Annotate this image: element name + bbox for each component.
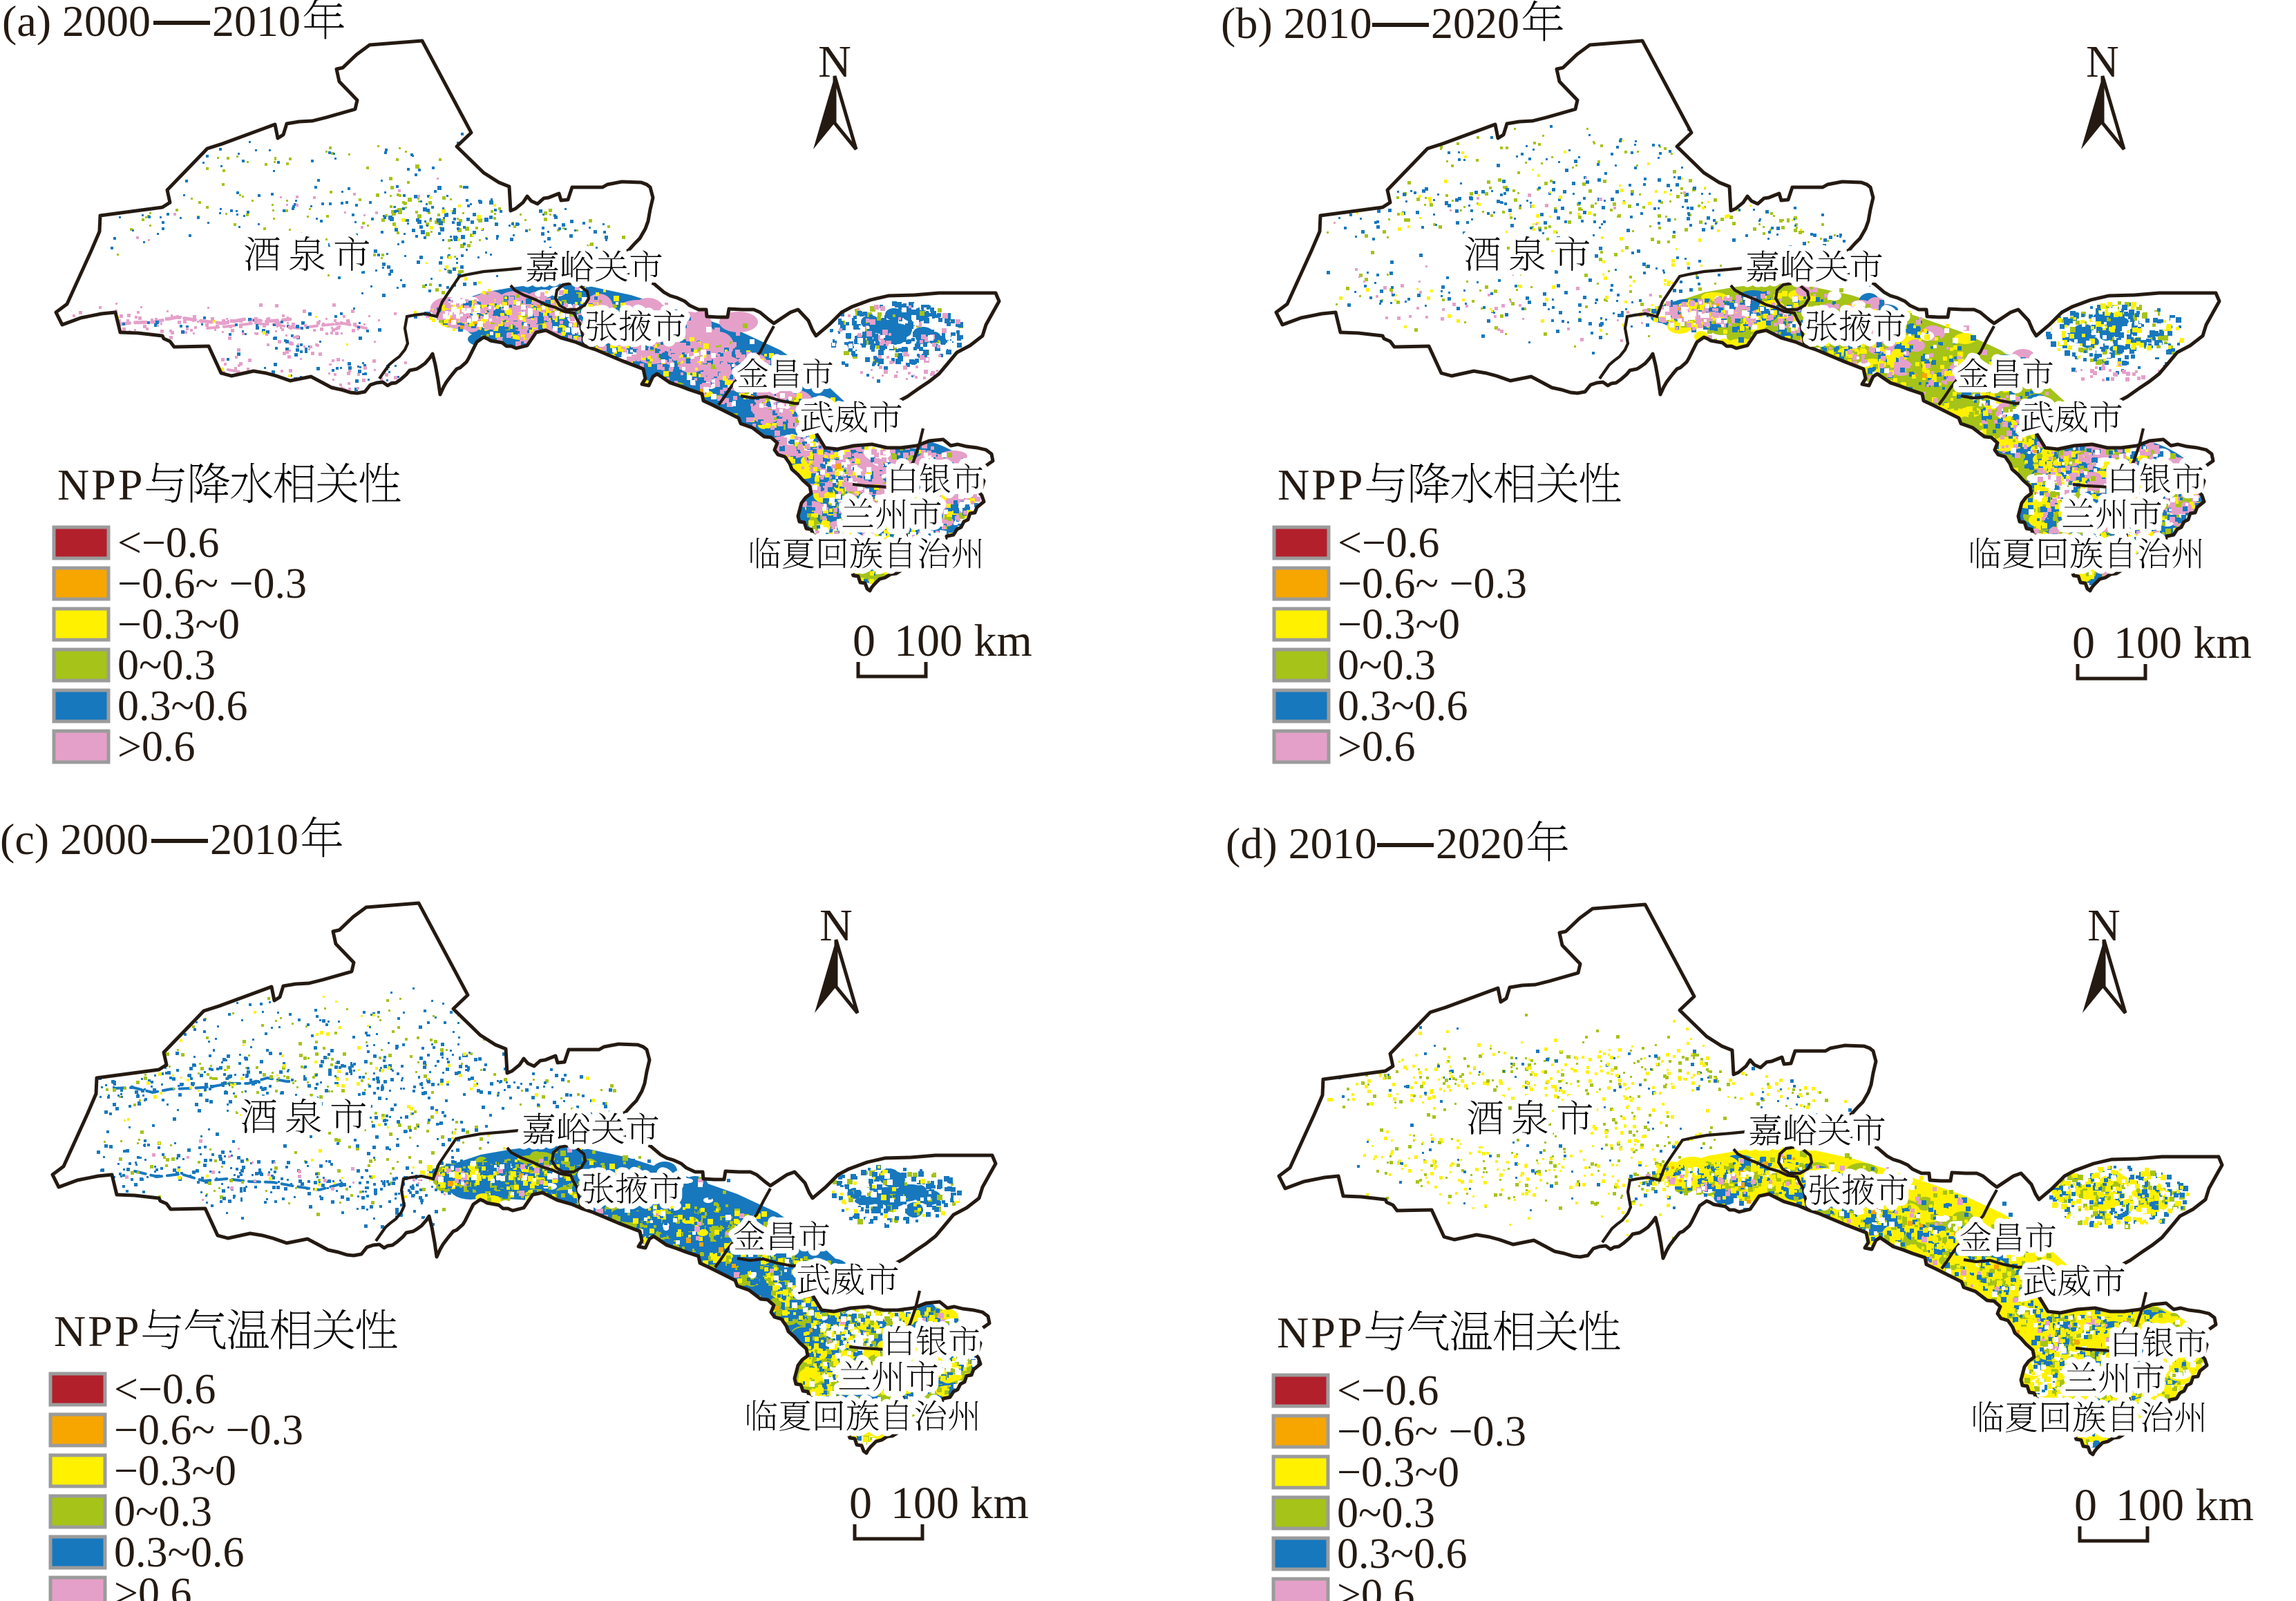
svg-text:NPP: NPP	[1277, 1308, 1364, 1357]
svg-text:−0.6~ −0.3: −0.6~ −0.3	[1338, 560, 1527, 607]
svg-text:0~0.3: 0~0.3	[1338, 642, 1436, 689]
svg-text:(b) 2010: (b) 2010	[1221, 0, 1372, 48]
svg-text:0~0.3: 0~0.3	[117, 642, 216, 689]
svg-text:>0.6: >0.6	[114, 1570, 191, 1601]
svg-text:100 km: 100 km	[894, 616, 1032, 666]
svg-text:NPP: NPP	[1278, 460, 1365, 509]
svg-text:2020: 2020	[1436, 819, 1524, 868]
svg-text:0: 0	[849, 1478, 872, 1528]
svg-text:−0.3~0: −0.3~0	[117, 601, 240, 648]
svg-text:2010: 2010	[210, 815, 298, 864]
svg-text:0~0.3: 0~0.3	[114, 1488, 212, 1535]
svg-text:NPP: NPP	[57, 460, 144, 509]
svg-text:−0.3~0: −0.3~0	[1337, 1449, 1459, 1496]
svg-text:100 km: 100 km	[2116, 1480, 2254, 1531]
svg-text:2010: 2010	[212, 0, 301, 46]
svg-text:(c) 2000: (c) 2000	[0, 815, 149, 864]
svg-text:(a) 2000: (a) 2000	[2, 0, 151, 46]
svg-text:>0.6: >0.6	[1338, 723, 1415, 770]
svg-text:<−0.6: <−0.6	[1337, 1367, 1439, 1414]
svg-text:<−0.6: <−0.6	[117, 520, 219, 567]
svg-text:(d) 2010: (d) 2010	[1226, 819, 1377, 868]
svg-text:0.3~0.6: 0.3~0.6	[117, 683, 248, 730]
svg-text:0: 0	[853, 616, 875, 666]
svg-text:0: 0	[2074, 1480, 2097, 1531]
svg-text:−0.6~ −0.3: −0.6~ −0.3	[114, 1407, 303, 1454]
svg-text:<−0.6: <−0.6	[1338, 520, 1439, 567]
svg-text:100 km: 100 km	[891, 1478, 1029, 1528]
svg-text:<−0.6: <−0.6	[114, 1366, 216, 1413]
svg-text:−0.3~0: −0.3~0	[114, 1448, 236, 1495]
svg-text:−0.6~ −0.3: −0.6~ −0.3	[117, 560, 307, 607]
svg-text:0.3~0.6: 0.3~0.6	[114, 1529, 245, 1576]
svg-text:−0.6~ −0.3: −0.6~ −0.3	[1337, 1408, 1526, 1455]
svg-text:2020: 2020	[1431, 0, 1519, 48]
svg-text:100 km: 100 km	[2114, 618, 2252, 668]
svg-text:−0.3~0: −0.3~0	[1338, 601, 1460, 648]
svg-text:0~0.3: 0~0.3	[1337, 1490, 1435, 1537]
svg-text:>0.6: >0.6	[1337, 1571, 1414, 1601]
svg-text:>0.6: >0.6	[117, 723, 195, 770]
svg-text:NPP: NPP	[54, 1307, 141, 1356]
svg-text:0.3~0.6: 0.3~0.6	[1338, 683, 1468, 730]
svg-text:0.3~0.6: 0.3~0.6	[1337, 1531, 1468, 1578]
svg-text:0: 0	[2072, 618, 2095, 668]
